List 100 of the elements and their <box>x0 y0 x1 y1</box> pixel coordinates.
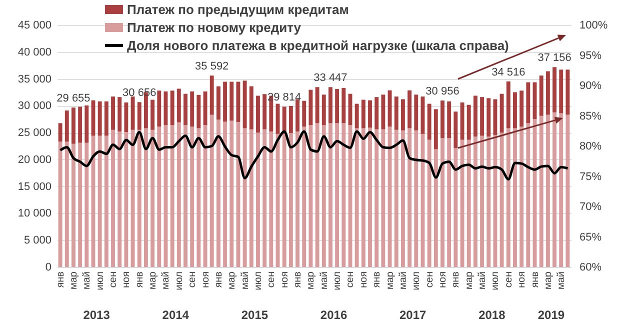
bar <box>335 123 340 267</box>
bar <box>249 129 254 267</box>
bar <box>137 130 142 267</box>
bar <box>150 100 155 130</box>
bar <box>230 120 234 267</box>
x-tick-label: сен <box>424 272 436 288</box>
bar <box>520 90 524 127</box>
bar <box>381 129 386 267</box>
bar <box>473 96 478 137</box>
bar <box>506 81 510 128</box>
bar <box>447 138 452 267</box>
bar <box>124 102 128 132</box>
bar <box>98 136 102 267</box>
x-tick-label: июл <box>252 271 264 290</box>
x-tick-label: сен <box>266 272 278 288</box>
bar <box>400 99 405 130</box>
bar <box>408 128 412 267</box>
total-label: 35 592 <box>195 60 229 73</box>
x-tick-label: ноя <box>121 272 132 288</box>
bar <box>71 144 76 267</box>
bar <box>374 97 379 130</box>
x-tick-label: сен <box>187 272 198 288</box>
bar <box>104 136 108 267</box>
bar <box>427 140 432 267</box>
bar <box>308 90 313 126</box>
bar <box>282 134 286 267</box>
y-tick-label: 45 000 <box>18 20 52 32</box>
text: 2016 <box>320 308 348 322</box>
bar <box>354 104 359 128</box>
x-tick-label: янв <box>450 272 462 288</box>
bar <box>84 142 89 267</box>
bar <box>242 128 247 267</box>
x-tick-label: мар <box>384 271 396 290</box>
bar <box>157 90 162 127</box>
bar <box>335 88 340 124</box>
bar <box>466 104 471 140</box>
bar <box>242 80 247 128</box>
bar <box>84 105 89 143</box>
x-tick-label: сен <box>345 272 356 288</box>
bar <box>559 70 564 114</box>
bar <box>500 94 504 133</box>
bar <box>288 133 293 267</box>
bar <box>262 94 267 130</box>
bar <box>184 125 188 267</box>
bar <box>434 149 438 267</box>
bar <box>480 97 484 136</box>
bar <box>486 98 491 137</box>
total-label: 30 956 <box>426 86 460 98</box>
y2-tick-label: 75% <box>580 170 602 183</box>
x-tick-label: июл <box>174 271 185 290</box>
line-series <box>59 130 569 181</box>
bar <box>566 70 570 115</box>
bar <box>546 114 550 267</box>
bar <box>236 122 240 267</box>
bar <box>466 140 471 267</box>
x-tick-label: май <box>82 272 93 290</box>
y-tick-label: 5 000 <box>24 234 52 247</box>
x-tick-label: ноя <box>438 272 448 288</box>
bar <box>315 123 320 267</box>
bar <box>354 128 359 267</box>
bar <box>150 130 155 267</box>
total-label: 29 655 <box>56 92 90 105</box>
total-label: 33 447 <box>314 72 348 84</box>
x-tick-label: мар <box>68 271 80 290</box>
bar <box>361 100 366 128</box>
bar <box>130 96 135 130</box>
bar <box>328 87 332 124</box>
bar <box>566 114 570 267</box>
bar <box>302 100 306 127</box>
x-tick-label: янв <box>292 272 304 288</box>
bar <box>394 96 398 130</box>
bar <box>64 142 69 267</box>
bar <box>170 125 174 267</box>
bar <box>196 94 201 128</box>
y2-tick-label: 80% <box>580 140 602 152</box>
x-tick-label: янв <box>55 272 66 288</box>
bar <box>388 126 392 267</box>
bar <box>210 76 214 115</box>
bar <box>368 128 372 267</box>
bar <box>440 138 444 267</box>
bar <box>328 123 332 267</box>
bar <box>368 100 372 128</box>
y2-tick-label: 60% <box>580 262 602 274</box>
bar <box>322 94 326 126</box>
y2-tick-label: 100% <box>580 20 608 32</box>
bar <box>157 126 162 267</box>
bar <box>414 130 418 267</box>
bar <box>342 123 346 267</box>
text: 2018 <box>478 308 506 322</box>
bar <box>170 90 174 126</box>
x-tick-label: янв <box>372 272 383 288</box>
bar <box>493 134 498 267</box>
bar <box>381 94 386 130</box>
y-tick-label: 40 000 <box>18 46 52 58</box>
bar <box>130 130 135 267</box>
bar <box>210 114 214 267</box>
legend-label: Доля нового платежа в кредитной нагрузке (шкала справа) <box>127 38 509 52</box>
bar <box>230 82 234 121</box>
x-tick-label: май <box>160 272 172 290</box>
bar <box>513 128 517 267</box>
